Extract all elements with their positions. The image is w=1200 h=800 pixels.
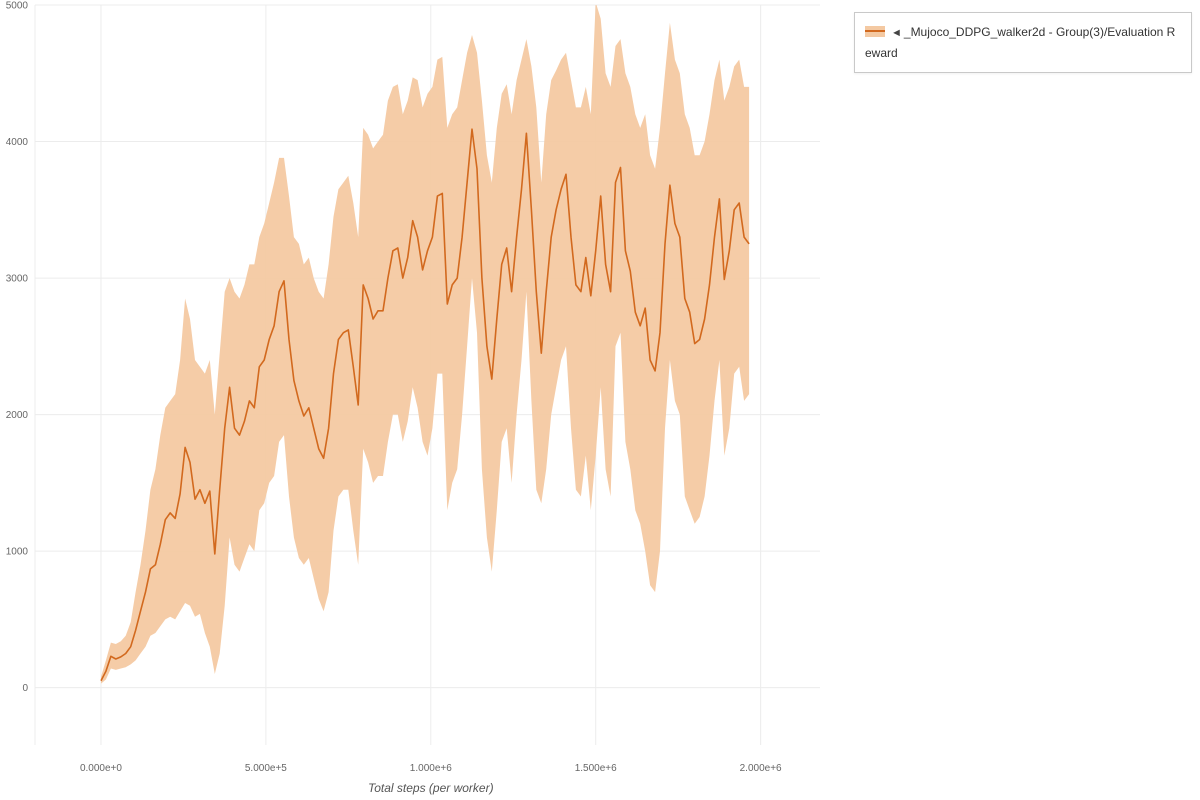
- collapse-arrow-icon[interactable]: ◄: [891, 27, 902, 39]
- legend-label: _Mujoco_DDPG_walker2d - Group(3)/Evaluat…: [865, 25, 1176, 60]
- y-tick-label: 0: [22, 683, 28, 694]
- y-tick-label: 3000: [6, 274, 29, 285]
- x-axis-title: Total steps (per worker): [368, 781, 494, 795]
- x-tick-label: 1.500e+6: [575, 763, 617, 774]
- x-tick-label: 0.000e+0: [80, 763, 122, 774]
- legend-swatch-icon: [865, 26, 885, 37]
- legend: ◄ _Mujoco_DDPG_walker2d - Group(3)/Evalua…: [854, 12, 1192, 74]
- confidence-band: [101, 5, 750, 684]
- y-tick-label: 4000: [6, 137, 29, 148]
- x-tick-label: 2.000e+6: [740, 763, 782, 774]
- x-tick-label: 1.000e+6: [410, 763, 452, 774]
- y-tick-label: 2000: [6, 410, 29, 421]
- y-tick-label: 5000: [6, 1, 29, 12]
- y-tick-label: 1000: [6, 547, 29, 558]
- x-tick-label: 5.000e+5: [245, 763, 287, 774]
- mean-line: [100, 128, 750, 682]
- legend-swatch-line-icon: [865, 30, 885, 32]
- legend-item[interactable]: ◄ _Mujoco_DDPG_walker2d - Group(3)/Evalua…: [865, 22, 1181, 63]
